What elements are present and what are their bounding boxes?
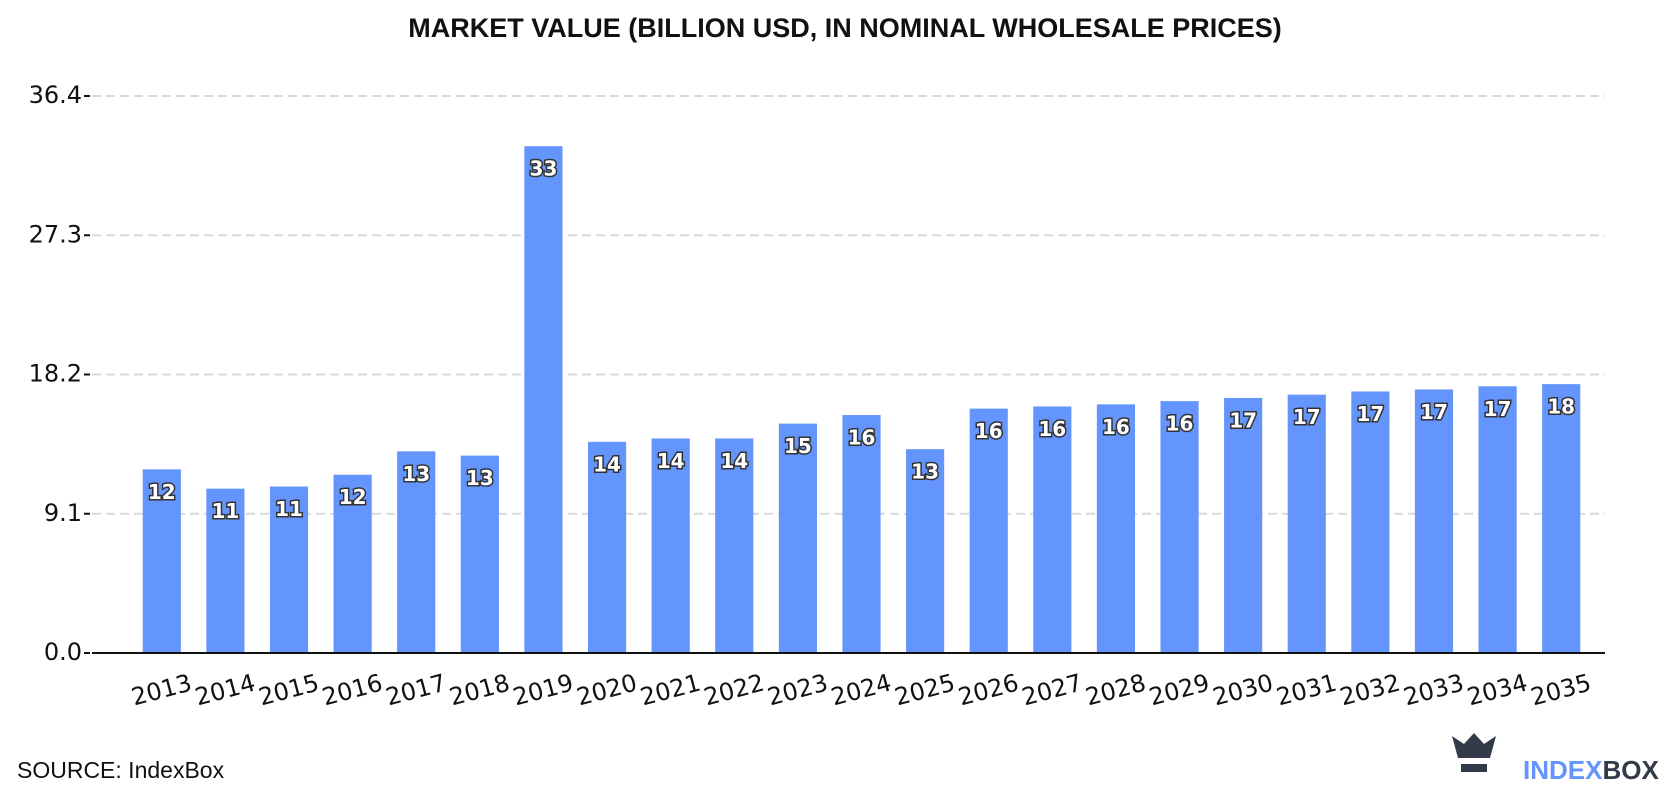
value-label: 13: [911, 460, 939, 484]
bar: [587, 441, 627, 653]
value-label: 16: [1102, 415, 1130, 439]
value-label: 13: [466, 466, 494, 490]
logo-text: INDEXBOX: [1523, 755, 1659, 785]
value-label: 14: [657, 449, 685, 473]
value-label: 16: [1166, 412, 1194, 436]
value-label: 12: [148, 480, 176, 504]
value-label: 18: [1547, 395, 1575, 419]
x-tick-label: 2035: [1528, 669, 1594, 712]
x-tick-label: 2019: [510, 669, 576, 712]
value-label: 17: [1293, 405, 1321, 429]
value-label: 12: [339, 485, 367, 509]
x-tick-label: 2026: [955, 669, 1021, 712]
value-label: 33: [530, 157, 558, 181]
value-label: 17: [1229, 408, 1257, 432]
bar: [142, 469, 181, 653]
value-label: 15: [784, 434, 812, 458]
value-label: 13: [402, 462, 430, 486]
value-label: 11: [211, 499, 239, 523]
x-tick-label: 2021: [637, 669, 703, 712]
bar: [206, 488, 245, 653]
logo-icon: [1452, 733, 1496, 772]
value-label: 16: [1038, 417, 1066, 441]
bar: [1478, 386, 1517, 653]
value-label: 16: [975, 419, 1003, 443]
y-tick-label: 0.0: [44, 638, 82, 666]
y-tick-label: 9.1: [44, 499, 82, 527]
value-label: 14: [593, 452, 621, 476]
bar: [969, 408, 1008, 653]
value-label: 17: [1356, 402, 1384, 426]
bar: [460, 455, 499, 653]
x-tick-label: 2032: [1337, 669, 1403, 712]
value-label: 11: [275, 497, 303, 521]
bar: [333, 474, 372, 653]
x-tick-label: 2029: [1146, 669, 1212, 712]
bar: [1096, 404, 1136, 653]
y-tick-label: 36.4: [29, 81, 82, 109]
x-tick-label: 2023: [765, 669, 831, 712]
x-tick-label: 2020: [574, 669, 640, 712]
bar: [1351, 391, 1390, 653]
x-tick-label: 2025: [892, 669, 958, 712]
bar: [1033, 406, 1072, 653]
x-tick-label: 2031: [1273, 669, 1339, 712]
x-tick-label: 2030: [1210, 669, 1276, 712]
y-tick-label: 18.2: [29, 360, 82, 388]
value-label: 14: [720, 449, 748, 473]
bar: [1542, 384, 1581, 653]
bar: [715, 438, 754, 653]
bar: [842, 415, 881, 653]
bar: [1414, 389, 1454, 653]
bar: [1287, 394, 1326, 653]
bar: [1160, 401, 1199, 653]
bar: [269, 486, 309, 653]
x-tick-label: 2017: [383, 669, 449, 712]
logo-box: BOX: [1602, 755, 1659, 785]
x-tick-label: 2034: [1464, 669, 1530, 712]
x-tick-label: 2022: [701, 669, 767, 712]
x-tick-label: 2016: [319, 669, 385, 712]
x-tick-label: 2015: [256, 669, 322, 712]
value-label: 17: [1484, 397, 1512, 421]
x-tick-label: 2033: [1401, 669, 1467, 712]
chart-title: MARKET VALUE (BILLION USD, IN NOMINAL WH…: [408, 13, 1282, 43]
source: SOURCE: IndexBox: [17, 757, 225, 783]
x-tick-label: 2014: [192, 669, 258, 712]
x-tick-label: 2024: [828, 669, 894, 712]
x-tick-label: 2018: [446, 669, 512, 712]
x-tick-label: 2027: [1019, 669, 1085, 712]
x-tick-label: 2028: [1083, 669, 1149, 712]
logo-index: INDEX: [1523, 755, 1603, 785]
y-tick-label: 27.3: [29, 220, 82, 248]
value-label: 16: [848, 426, 876, 450]
bar: [1224, 397, 1263, 653]
bar: [524, 146, 563, 653]
bar: [651, 438, 690, 653]
bar: [397, 451, 436, 653]
x-tick-label: 2013: [128, 669, 194, 712]
bar: [778, 423, 817, 653]
value-label: 17: [1420, 400, 1448, 424]
bar: [906, 449, 945, 653]
